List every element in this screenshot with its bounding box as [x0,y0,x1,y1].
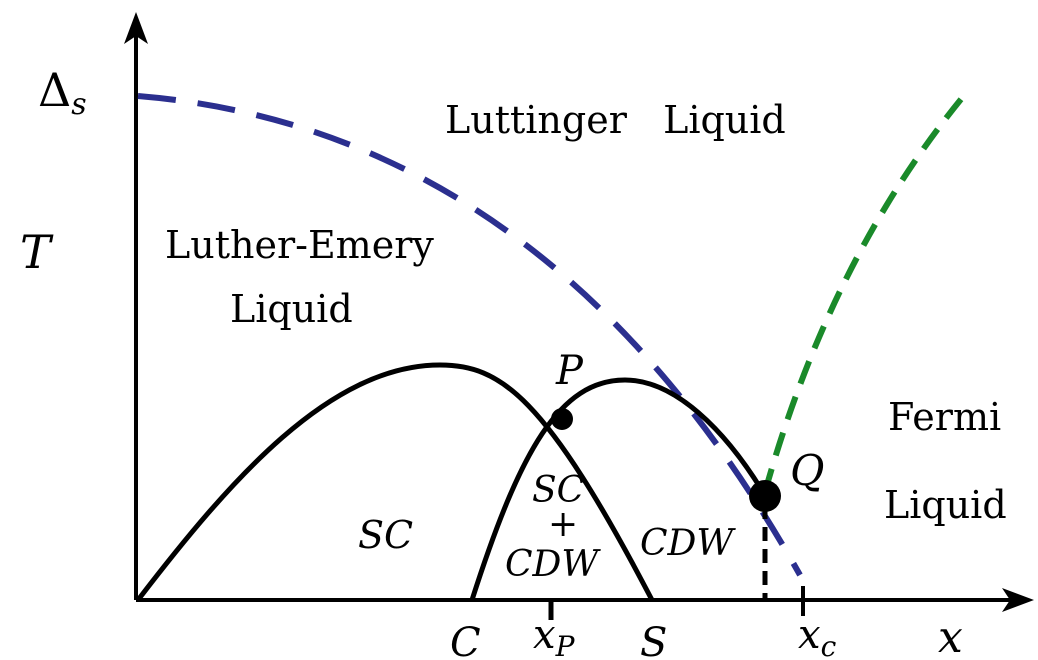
x-tick-s: S [640,620,667,660]
region-fermi-line1: Fermi [888,395,1001,439]
region-luther-emery-line1: Luther-Emery [165,223,434,267]
region-sc-cdw-line2: + [548,504,578,545]
fermi-liquid-crossover-line [762,96,965,493]
axes [124,12,1034,612]
y-tick-delta-s: Δs [38,63,87,122]
cdw-boundary-line [469,377,766,601]
region-sc: SC [358,513,413,557]
region-luther-emery-line2: Liquid [230,287,353,331]
x-axis-arrowhead [1002,588,1034,612]
region-sc-cdw-line1: SC [532,470,584,511]
y-axis-arrowhead [124,12,148,44]
region-sc-cdw-line3: CDW [505,544,601,585]
y-axis-label: T [20,225,54,279]
x-tick-xc: xc [798,612,837,660]
region-luttinger-liquid: Luttinger Liquid [445,98,786,142]
point-p-label: P [555,348,584,394]
x-axis-label: x [938,612,963,660]
x-tick-c: C [450,620,481,660]
point-p-marker [551,408,573,430]
region-fermi-line2: Liquid [884,483,1007,527]
region-cdw: CDW [640,523,736,564]
spin-gap-crossover-line [137,93,803,577]
x-tick-xp: xP [533,612,576,660]
sc-boundary-line [136,362,655,602]
point-q-label: Q [790,446,824,495]
point-q-marker [749,480,781,512]
